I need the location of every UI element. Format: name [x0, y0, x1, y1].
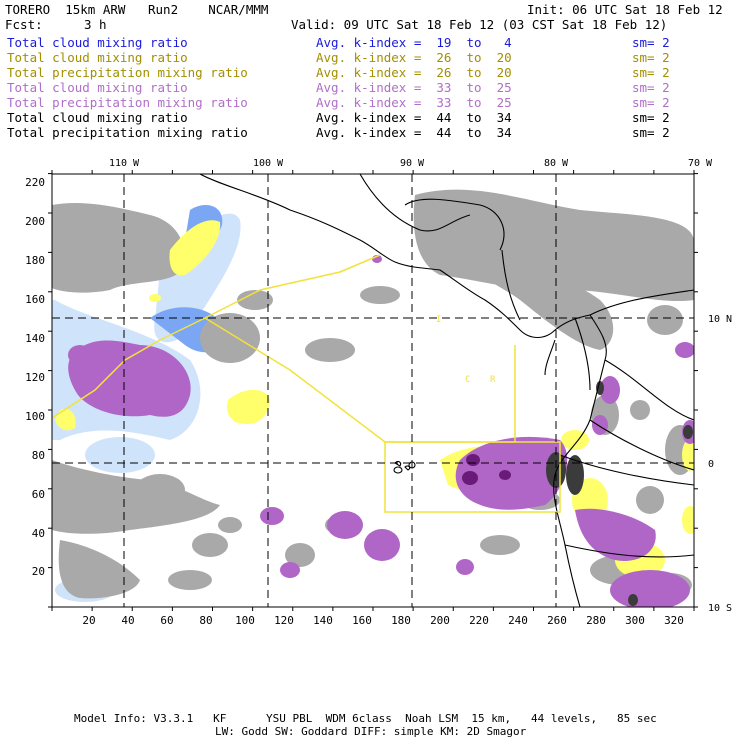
y-tick-label: 20 — [32, 565, 45, 578]
x-tick-label: 80 — [199, 614, 212, 627]
region-label: C — [465, 375, 470, 385]
latitude-label: 10 N — [708, 314, 732, 325]
field-kindex: Avg. k-index = 33 to 25 — [316, 95, 512, 110]
field-name: Total precipitation mixing ratio — [7, 125, 248, 140]
field-name: Total precipitation mixing ratio — [7, 65, 248, 80]
y-tick-label: 200 — [25, 215, 45, 228]
x-tick-label: 60 — [160, 614, 173, 627]
model-run-title: TORERO 15km ARW Run2 NCAR/MMM — [5, 2, 269, 17]
field-kindex: Avg. k-index = 44 to 34 — [316, 110, 512, 125]
x-tick-label: 180 — [391, 614, 411, 627]
y-tick-label: 60 — [32, 488, 45, 501]
axis-labels: 20 40 60 80 100 120 140 160 180 200 220 … — [25, 158, 732, 627]
longitude-label: 110 W — [109, 158, 140, 169]
forecast-hour: 3 h — [84, 17, 107, 32]
x-tick-label: 40 — [121, 614, 134, 627]
physics-info: LW: Godd SW: Goddard DIFF: simple KM: 2D… — [215, 725, 527, 738]
field-name: Total precipitation mixing ratio — [7, 95, 248, 110]
field-name: Total cloud mixing ratio — [7, 50, 188, 65]
field-smoothing: sm= 2 — [632, 80, 670, 95]
x-tick-label: 200 — [430, 614, 450, 627]
cloud-gray-field — [52, 189, 694, 599]
x-tick-label: 100 — [235, 614, 255, 627]
x-tick-label: 260 — [547, 614, 567, 627]
y-tick-label: 120 — [25, 371, 45, 384]
field-kindex: Avg. k-index = 26 to 20 — [316, 50, 512, 65]
field-kindex: Avg. k-index = 44 to 34 — [316, 125, 512, 140]
field-name: Total cloud mixing ratio — [7, 80, 188, 95]
longitude-label: 90 W — [400, 158, 425, 169]
x-tick-label: 300 — [625, 614, 645, 627]
x-tick-label: 140 — [313, 614, 333, 627]
model-info: Model Info: V3.3.1 KF YSU PBL WDM 6class… — [74, 712, 657, 725]
valid-time: Valid: 09 UTC Sat 18 Feb 12 (03 CST Sat … — [291, 17, 668, 32]
coastlines — [199, 174, 694, 607]
y-tick-label: 100 — [25, 410, 45, 423]
region-label: R — [490, 375, 496, 385]
x-tick-label: 220 — [469, 614, 489, 627]
latitude-label: 0 — [708, 459, 714, 470]
region-label: I — [436, 315, 441, 325]
region-labels: I C R — [436, 315, 496, 385]
precip-purple-field — [68, 255, 694, 607]
longitude-label: 100 W — [253, 158, 284, 169]
forecast-label: Fcst: — [5, 17, 43, 32]
field-smoothing: sm= 2 — [632, 65, 670, 80]
y-tick-label: 180 — [25, 254, 45, 267]
field-kindex: Avg. k-index = 33 to 25 — [316, 80, 512, 95]
axis-ticks — [48, 170, 698, 611]
init-time: Init: 06 UTC Sat 18 Feb 12 — [527, 2, 723, 17]
longitude-label: 70 W — [688, 158, 713, 169]
field-name: Total cloud mixing ratio — [7, 35, 188, 50]
x-tick-label: 320 — [664, 614, 684, 627]
latitude-label: 10 S — [708, 603, 732, 614]
field-layer — [52, 189, 694, 607]
field-kindex: Avg. k-index = 19 to 4 — [316, 35, 512, 50]
longitude-label: 80 W — [544, 158, 569, 169]
field-kindex: Avg. k-index = 26 to 20 — [316, 65, 512, 80]
field-name: Total cloud mixing ratio — [7, 110, 188, 125]
x-tick-label: 160 — [352, 614, 372, 627]
nest-boundaries — [52, 254, 561, 513]
y-tick-label: 160 — [25, 293, 45, 306]
field-smoothing: sm= 2 — [632, 125, 670, 140]
x-tick-label: 280 — [586, 614, 606, 627]
graticule — [52, 174, 694, 607]
x-tick-label: 240 — [508, 614, 528, 627]
x-tick-label: 20 — [82, 614, 95, 627]
y-tick-label: 80 — [32, 449, 45, 462]
y-tick-label: 140 — [25, 332, 45, 345]
x-tick-label: 120 — [274, 614, 294, 627]
y-tick-label: 40 — [32, 527, 45, 540]
y-tick-label: 220 — [25, 176, 45, 189]
field-smoothing: sm= 2 — [632, 50, 670, 65]
field-smoothing: sm= 2 — [632, 110, 670, 125]
field-smoothing: sm= 2 — [632, 95, 670, 110]
field-smoothing: sm= 2 — [632, 35, 670, 50]
